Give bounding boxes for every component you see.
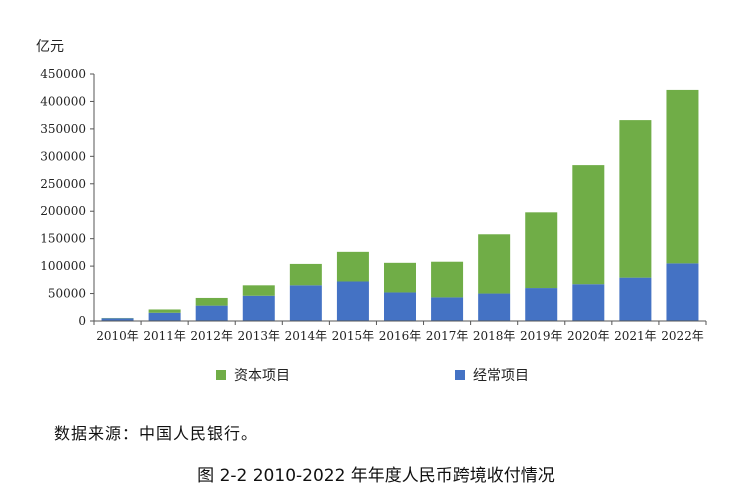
x-tick-label: 2012年 [190,329,233,343]
x-tick-label: 2016年 [379,329,422,343]
bar-segment-current-account [336,281,369,321]
legend-label: 经常项目 [473,368,529,384]
bar-segment-current-account [101,318,134,321]
bar-segment-current-account [242,295,275,321]
x-tick-label: 2015年 [332,329,375,343]
y-tick-label: 0 [78,314,86,328]
y-tick-label: 150000 [40,232,86,246]
legend-swatch [216,370,226,380]
bar-segment-capital-account [384,262,416,293]
bar-segment-capital-account [148,309,181,313]
y-tick-label: 350000 [40,122,86,136]
x-tick-label: 2011年 [143,329,186,343]
bar-segment-capital-account [289,263,322,286]
bar-segment-capital-account [431,261,464,298]
bar-segment-capital-account [525,212,558,289]
bar-segment-capital-account [242,285,275,296]
bar-segment-capital-account [572,165,605,285]
bar-segment-current-account [619,277,652,321]
x-tick-label: 2017年 [426,329,469,343]
bar-segment-capital-account [195,297,228,306]
bar-segment-capital-account [336,251,369,282]
x-tick-label: 2020年 [567,329,610,343]
y-tick-label: 100000 [40,259,86,273]
bar-segment-current-account [525,288,558,321]
bar-segment-current-account [666,263,699,321]
bar-segment-current-account [289,285,322,321]
y-axis-unit-label: 亿元 [36,39,64,55]
figure-caption: 图 2-2 2010-2022 年年度人民币跨境收付情况 [197,466,555,486]
bar-segment-capital-account [478,234,511,294]
data-source-note: 数据来源：中国人民银行。 [54,424,259,443]
y-tick-label: 300000 [40,149,86,163]
bar-segment-current-account [384,292,416,321]
x-axis: 2010年 2011年 2012年 2013年 2014年 2015年 2016年 2017年… [93,321,707,343]
x-tick-label: 2014年 [285,329,328,343]
x-tick-label: 2019年 [520,329,563,343]
y-tick-label: 200000 [40,204,86,218]
bar-segment-current-account [478,293,511,321]
bars-group [101,89,699,321]
bar-segment-current-account [195,305,228,321]
x-tick-label: 2022年 [661,329,704,343]
x-tick-label: 2021年 [614,329,657,343]
legend: 资本项目 经常项目 [216,368,529,384]
y-tick-label: 50000 [48,287,86,301]
y-tick-label: 250000 [40,177,86,191]
stacked-bar-chart: 亿元 0 50000 100000 150000 200000 250000 300000 3… [36,39,707,384]
legend-label: 资本项目 [234,368,290,384]
bar-segment-current-account [572,284,605,321]
legend-swatch [455,370,465,380]
y-tick-label: 400000 [40,94,86,108]
bar-segment-capital-account [666,89,699,264]
y-axis: 0 50000 100000 150000 200000 250000 300000 3500… [40,67,95,328]
x-tick-label: 2018年 [473,329,516,343]
x-tick-label: 2010年 [96,329,139,343]
y-tick-label: 450000 [40,67,86,81]
bar-segment-current-account [431,297,464,321]
x-tick-label: 2013年 [237,329,280,343]
bar-segment-capital-account [619,120,652,278]
bar-segment-current-account [148,312,181,321]
